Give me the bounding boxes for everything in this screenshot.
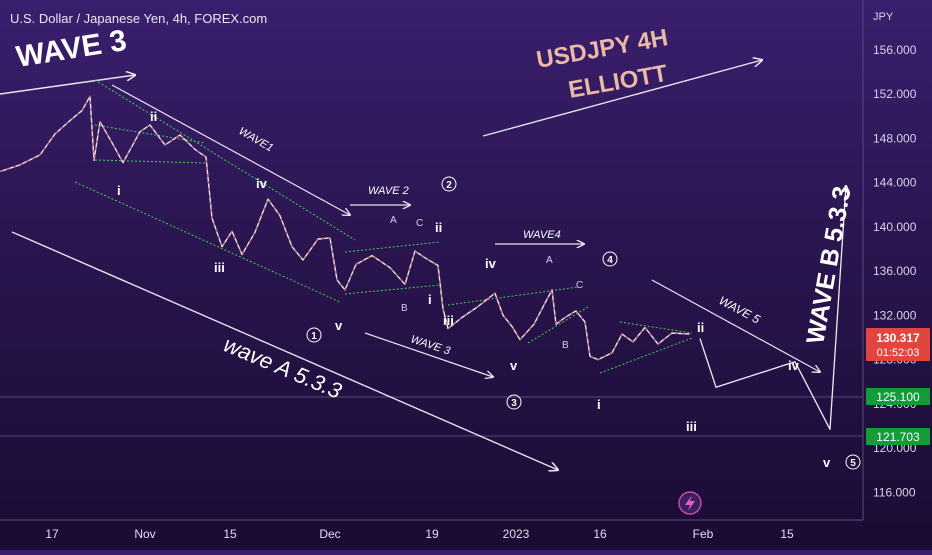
circled-4-ring [602, 251, 618, 267]
level1-price-label: 125.100 [876, 390, 920, 404]
waveA-annotation: wave A 5.3.3 [220, 332, 346, 404]
wave1-annotation: WAVE1 [237, 125, 276, 154]
headline-arrow [482, 60, 762, 137]
wave-label-ii-2: ii [435, 220, 442, 235]
wave-label-A-2: A [546, 255, 553, 266]
circled-5: 5 [850, 458, 856, 469]
lightning-icon[interactable] [678, 491, 702, 515]
y-tick-label-10: 116.000 [873, 485, 916, 499]
x-axis-ticks: 17 Nov 15 Dec 19 2023 16 Feb 15 [45, 527, 794, 541]
wave2-annotation: WAVE 2 [368, 185, 409, 197]
circled-2-ring [441, 176, 457, 192]
waveA-arrow [11, 231, 558, 470]
y-tick-label-4: 140.000 [873, 220, 917, 234]
x-tick-label-4: 19 [425, 527, 439, 541]
y-tick-label-2: 148.000 [873, 131, 917, 145]
countdown-label: 01:52:03 [877, 347, 920, 359]
wave-label-ii: ii [150, 109, 157, 124]
level2-price-box: 121.703 [866, 428, 930, 445]
wave-label-B-2: B [562, 340, 569, 351]
wave5-annotation: WAVE 5 [717, 293, 763, 326]
wave3-small-arrow [364, 332, 493, 377]
circled-3: 3 [511, 398, 517, 409]
price-series-accent [0, 95, 691, 361]
x-tick-label-5: 2023 [503, 527, 530, 541]
wave1-arrow [111, 84, 350, 215]
chart-title: U.S. Dollar / Japanese Yen, 4h, FOREX.co… [10, 11, 267, 26]
wave3-small-annotation: WAVE 3 [409, 333, 452, 357]
projection-series-line [699, 186, 846, 430]
wave3-arrow [0, 75, 135, 95]
circled-2: 2 [446, 180, 452, 191]
wave5-arrow [651, 279, 820, 372]
wave-label-v-3: v [823, 455, 831, 470]
wave-label-i-2: i [428, 292, 432, 307]
y-tick-label-0: 156.000 [873, 43, 917, 57]
wave-label-C-2: C [576, 280, 583, 291]
wave-label-i-3: i [597, 397, 601, 412]
wave-label-iii: iii [214, 260, 225, 275]
wave-label-iii-2: iii [443, 313, 454, 328]
wave-label-A: A [390, 215, 397, 226]
circled-3-ring [506, 394, 522, 410]
wave-label-iv: iv [256, 176, 268, 191]
circled-1: 1 [311, 331, 317, 342]
x-tick-label-6: 16 [593, 527, 607, 541]
wave-label-v-2: v [510, 358, 518, 373]
headline-line2: ELLIOTT [566, 60, 669, 104]
wave3-annotation: WAVE 3 [14, 24, 129, 74]
x-tick-label-0: 17 [45, 527, 59, 541]
current-price-label: 130.317 [876, 331, 920, 345]
y-tick-label-5: 136.000 [873, 264, 917, 278]
level1-price-box: 125.100 [866, 388, 930, 405]
wave-label-ii-3: ii [697, 320, 704, 335]
x-tick-label-3: Dec [319, 527, 340, 541]
wave4-annotation: WAVE4 [523, 229, 561, 241]
wave-label-C: C [416, 218, 423, 229]
channel-lines [74, 79, 693, 374]
y-tick-label-6: 132.000 [873, 308, 917, 322]
x-tick-label-1: Nov [134, 527, 155, 541]
y-tick-label-3: 144.000 [873, 176, 917, 190]
wave-label-i: i [117, 183, 121, 198]
x-tick-label-2: 15 [223, 527, 237, 541]
y-tick-label-1: 152.000 [873, 87, 917, 101]
level2-price-label: 121.703 [876, 430, 920, 444]
x-tick-label-7: Feb [693, 527, 714, 541]
currency-label: JPY [873, 11, 894, 23]
wave-label-B: B [401, 303, 408, 314]
circled-5-ring [845, 454, 861, 470]
wave-label-iii-3: iii [686, 419, 697, 434]
waveB-annotation: WAVE B 5.3.3 [801, 184, 856, 346]
wave-label-iv-2: iv [485, 256, 497, 271]
wave-label-iv-3: iv [788, 358, 800, 373]
x-tick-label-8: 15 [780, 527, 794, 541]
circled-1-ring [306, 327, 322, 343]
wave-label-v: v [335, 318, 343, 333]
current-price-box: 130.317 01:52:03 [866, 328, 930, 361]
price-series-line [0, 95, 691, 361]
circled-4: 4 [607, 255, 613, 266]
